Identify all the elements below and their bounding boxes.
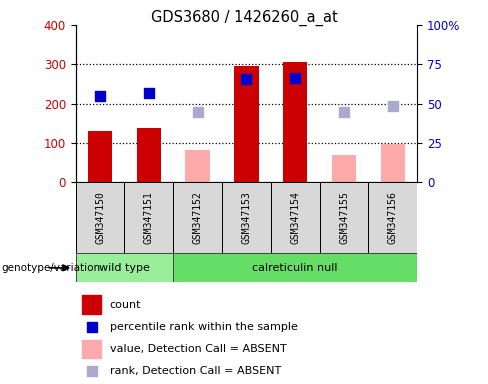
Bar: [173, 182, 222, 253]
Bar: [283, 61, 307, 182]
Text: GSM347152: GSM347152: [193, 192, 203, 244]
Text: wild type: wild type: [99, 263, 150, 273]
Point: [96, 93, 104, 99]
Bar: [173, 253, 417, 282]
Text: count: count: [110, 300, 142, 310]
Bar: [76, 253, 173, 282]
Bar: [271, 182, 320, 253]
Text: GSM347155: GSM347155: [339, 192, 349, 244]
Bar: [76, 182, 124, 253]
Text: calreticulin null: calreticulin null: [252, 263, 338, 273]
Bar: [332, 155, 356, 182]
Text: percentile rank within the sample: percentile rank within the sample: [110, 322, 298, 332]
Point: [291, 75, 299, 81]
Text: GDS3680 / 1426260_a_at: GDS3680 / 1426260_a_at: [151, 10, 337, 26]
Bar: [381, 144, 405, 182]
Bar: [368, 182, 417, 253]
Text: genotype/variation: genotype/variation: [1, 263, 100, 273]
Bar: [82, 339, 102, 358]
Point: [340, 109, 348, 116]
Bar: [234, 66, 259, 182]
Bar: [88, 131, 112, 182]
Bar: [82, 295, 102, 314]
Bar: [124, 182, 173, 253]
Text: value, Detection Call = ABSENT: value, Detection Call = ABSENT: [110, 344, 286, 354]
Bar: [185, 150, 210, 182]
Bar: [137, 129, 161, 182]
Text: GSM347150: GSM347150: [95, 192, 105, 244]
Text: rank, Detection Call = ABSENT: rank, Detection Call = ABSENT: [110, 366, 281, 376]
Bar: [320, 182, 368, 253]
Text: GSM347153: GSM347153: [242, 192, 251, 244]
Point: [389, 103, 397, 109]
Point: [88, 324, 96, 330]
Point: [243, 76, 250, 82]
Bar: [222, 182, 271, 253]
Text: GSM347154: GSM347154: [290, 192, 300, 244]
Point: [194, 109, 202, 116]
Point: [88, 368, 96, 374]
Text: GSM347156: GSM347156: [388, 192, 398, 244]
Text: GSM347151: GSM347151: [144, 192, 154, 244]
Point: [145, 89, 153, 96]
